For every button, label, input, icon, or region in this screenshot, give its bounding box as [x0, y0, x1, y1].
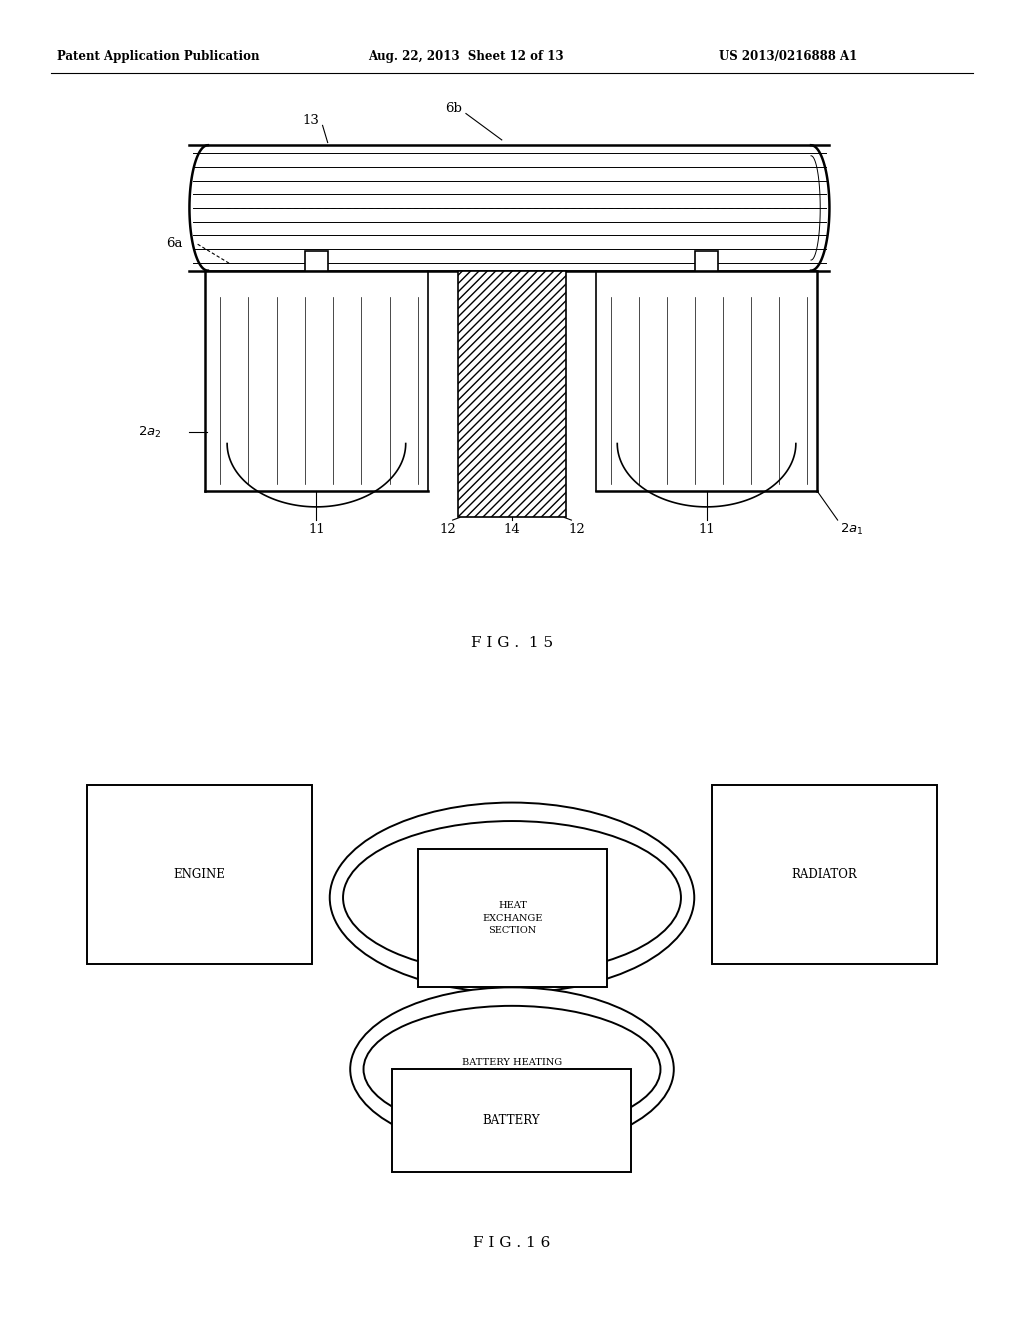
Text: US 2013/0216888 A1: US 2013/0216888 A1 — [719, 50, 858, 63]
Text: F I G .  1 5: F I G . 1 5 — [471, 636, 553, 649]
Bar — [712, 785, 937, 964]
Text: $2a_2$: $2a_2$ — [138, 425, 162, 440]
Text: ENGINE COOLING
WATER CIRCULATION: ENGINE COOLING WATER CIRCULATION — [470, 883, 585, 904]
Bar — [418, 849, 607, 987]
Text: $2a_1$: $2a_1$ — [840, 523, 863, 537]
Text: BATTERY HEATING
WATER CIRCULATION: BATTERY HEATING WATER CIRCULATION — [455, 1059, 569, 1080]
Text: Patent Application Publication: Patent Application Publication — [57, 50, 260, 63]
Text: 13: 13 — [302, 114, 318, 127]
Text: HEAT
EXCHANGE
SECTION: HEAT EXCHANGE SECTION — [482, 902, 543, 935]
Text: F I G . 1 6: F I G . 1 6 — [473, 1237, 551, 1250]
Text: 12: 12 — [568, 523, 585, 536]
Text: 11: 11 — [698, 523, 715, 536]
Bar — [695, 251, 718, 271]
Bar — [305, 251, 328, 271]
Text: 12: 12 — [439, 523, 456, 536]
Text: Aug. 22, 2013  Sheet 12 of 13: Aug. 22, 2013 Sheet 12 of 13 — [368, 50, 564, 63]
Text: BATTERY: BATTERY — [482, 1114, 541, 1127]
Text: 14: 14 — [504, 523, 520, 536]
Ellipse shape — [364, 1006, 660, 1133]
Ellipse shape — [343, 821, 681, 974]
Ellipse shape — [330, 803, 694, 993]
Text: ENGINE: ENGINE — [174, 869, 225, 880]
Text: 11: 11 — [308, 523, 325, 536]
Text: RADIATOR: RADIATOR — [792, 869, 857, 880]
Text: 6a: 6a — [166, 236, 182, 249]
Bar — [87, 785, 312, 964]
Ellipse shape — [350, 987, 674, 1151]
Bar — [392, 1069, 631, 1172]
Bar — [458, 271, 566, 517]
Text: 6b: 6b — [445, 102, 462, 115]
